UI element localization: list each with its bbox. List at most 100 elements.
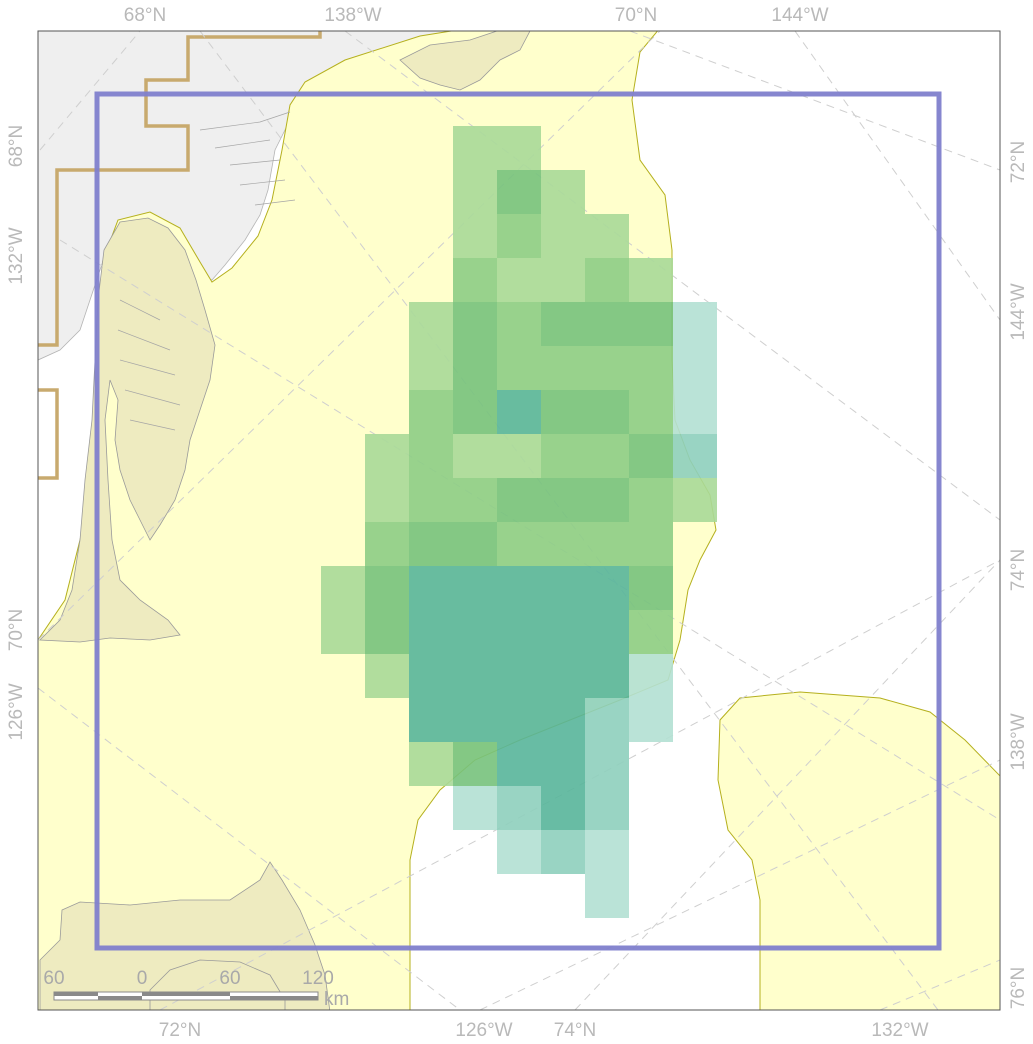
grid-cell [673, 478, 717, 522]
scale-tick-label: 60 [43, 968, 64, 989]
label-right-72n: 72°N [1008, 141, 1029, 183]
grid-cell [541, 566, 585, 610]
grid-cell [541, 170, 585, 214]
grid-cell [453, 610, 497, 654]
grid-cell [541, 478, 585, 522]
grid-cell [585, 566, 629, 610]
grid-cell [541, 390, 585, 434]
grid-cell [629, 610, 673, 654]
grid-cell [365, 610, 409, 654]
grid-cell [453, 214, 497, 258]
scale-tick-label: 120 [302, 968, 334, 989]
grid-cell [629, 522, 673, 566]
grid-cell [497, 654, 541, 698]
grid-cell [453, 170, 497, 214]
grid-cell [365, 654, 409, 698]
grid-cell [673, 302, 717, 346]
grid-cell [541, 654, 585, 698]
grid-cell [541, 830, 585, 874]
grid-cell [541, 346, 585, 390]
grid-cell [409, 302, 453, 346]
grid-cells [321, 126, 717, 918]
label-left-70n: 70°N [6, 609, 27, 651]
label-right-138w: 138°W [1008, 713, 1029, 770]
study-area-frame [94, 91, 942, 951]
grid-cell [585, 786, 629, 830]
grid-cell [365, 434, 409, 478]
grid-cell [673, 390, 717, 434]
grid-cell [629, 434, 673, 478]
grid-cell [453, 654, 497, 698]
scale-tick-label: 60 [219, 968, 240, 989]
label-top-68n: 68°N [124, 5, 166, 26]
grid-cell [585, 830, 629, 874]
grid-cell [541, 258, 585, 302]
grid-cell [453, 742, 497, 786]
grid-cell [497, 566, 541, 610]
label-left-126w: 126°W [6, 683, 27, 740]
grid-cell [497, 698, 541, 742]
grid-cell [497, 258, 541, 302]
grid-cell [497, 346, 541, 390]
grid-cell [453, 346, 497, 390]
grid-cell [453, 434, 497, 478]
grid-cell [673, 434, 717, 478]
grid-cell [673, 346, 717, 390]
grid-cell [585, 610, 629, 654]
grid-cell [409, 698, 453, 742]
grid-cell [497, 302, 541, 346]
label-bottom-126w: 126°W [455, 1020, 512, 1041]
grid-cell [541, 434, 585, 478]
grid-cell [497, 830, 541, 874]
grid-cell [585, 302, 629, 346]
grid-cell [629, 654, 673, 698]
grid-cell [453, 126, 497, 170]
grid-cell [497, 742, 541, 786]
grid-cell [365, 522, 409, 566]
grid-cell [585, 654, 629, 698]
grid-cell [497, 390, 541, 434]
grid-cell [585, 478, 629, 522]
grid-cell [409, 390, 453, 434]
grid-cell [497, 786, 541, 830]
label-top-144w: 144°W [771, 5, 828, 26]
coastline-fjords [117, 111, 296, 431]
labels-left: 68°N 132°W 70°N 126°W [6, 125, 27, 741]
grid-cell [453, 258, 497, 302]
labels-top: 68°N 138°W 70°N 144°W [124, 5, 829, 26]
grid-cell [585, 258, 629, 302]
grid-cell [409, 522, 453, 566]
panel-border [37, 30, 1001, 1011]
boundary-line [38, 31, 322, 480]
island-top [399, 31, 531, 91]
grid-cell [585, 214, 629, 258]
label-left-68n: 68°N [6, 125, 27, 167]
grid-cell [497, 478, 541, 522]
grid-cell [629, 478, 673, 522]
grid-cell [585, 522, 629, 566]
grid-cell [541, 214, 585, 258]
grid-cell [629, 346, 673, 390]
grid-cell [629, 390, 673, 434]
grid-cell [585, 434, 629, 478]
grid-cell [365, 478, 409, 522]
label-right-76n: 76°N [1008, 967, 1029, 1009]
grid-cell [497, 214, 541, 258]
grid-cell [585, 698, 629, 742]
grid-cell [321, 610, 365, 654]
grid-cell [541, 786, 585, 830]
grid-cell [453, 786, 497, 830]
buffer-region-southeast [717, 691, 1000, 1010]
scale-tick-label: 0 [137, 968, 148, 989]
grid-cell [409, 434, 453, 478]
label-right-74n: 74°N [1008, 549, 1029, 591]
labels-bottom: 72°N 126°W 74°N 132°W [159, 1020, 929, 1041]
grid-cell [629, 258, 673, 302]
grid-cell [453, 566, 497, 610]
grid-cell [541, 698, 585, 742]
scale-unit-label: km [324, 989, 349, 1010]
grid-cell [453, 302, 497, 346]
scale-bar-segment [98, 996, 142, 1000]
grid-cell [365, 566, 409, 610]
